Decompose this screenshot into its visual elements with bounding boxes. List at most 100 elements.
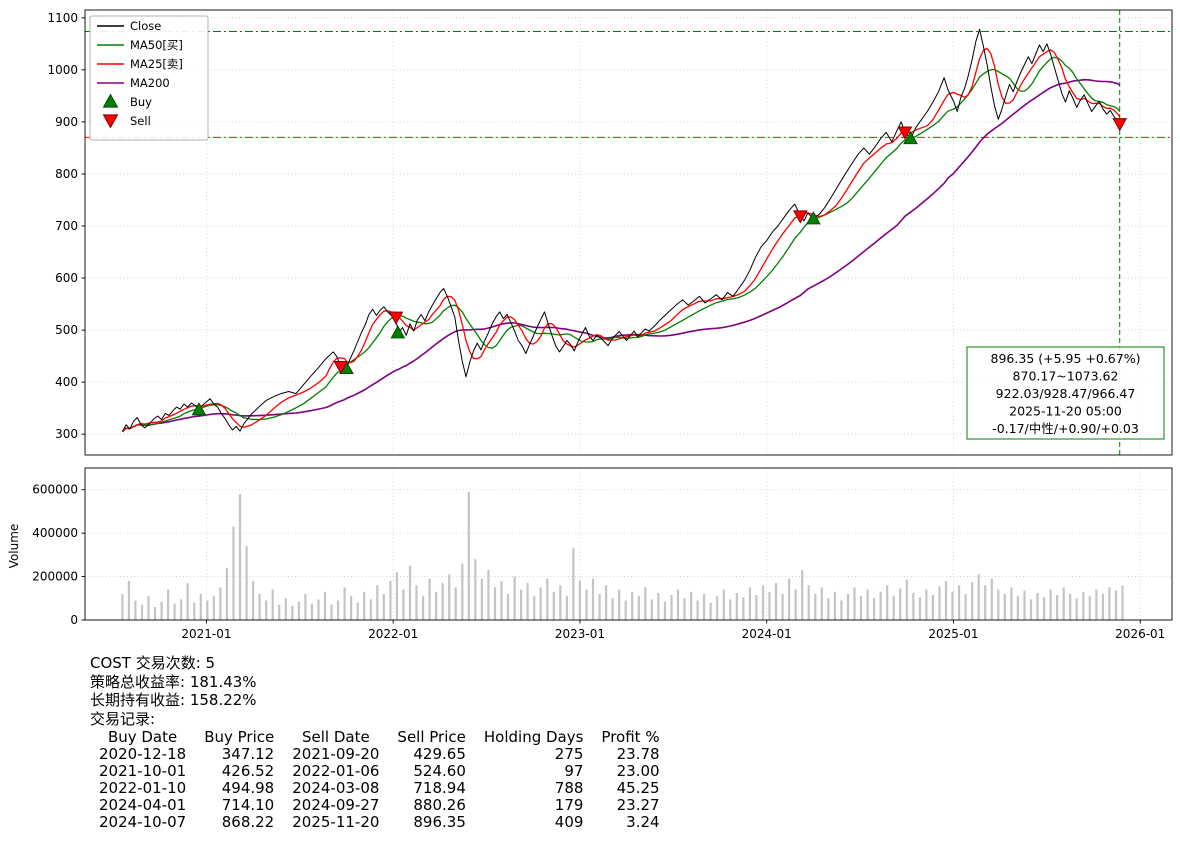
trade-cell: 2021-10-01 bbox=[99, 762, 187, 780]
price-ytick-label: 700 bbox=[55, 219, 78, 233]
trade-cell: 2024-04-01 bbox=[99, 796, 187, 814]
sell-marker bbox=[897, 126, 913, 140]
legend-marker-sample bbox=[102, 93, 119, 108]
trade-cell: 409 bbox=[554, 813, 584, 831]
trade-cell: 896.35 bbox=[413, 813, 466, 831]
ma50-line bbox=[121, 56, 1121, 433]
hold-return-line: 长期持有收益: 158.22% bbox=[90, 691, 257, 709]
sell-marker bbox=[333, 361, 349, 375]
trade-cell: 788 bbox=[554, 779, 584, 797]
legend-label: Buy bbox=[130, 95, 152, 109]
trade-cell: 426.52 bbox=[221, 762, 275, 780]
trade-cell: 2022-01-06 bbox=[292, 762, 380, 780]
trade-cell: 2020-12-18 bbox=[99, 745, 187, 763]
trade-cell: 2024-10-07 bbox=[99, 813, 187, 831]
trade-cell: 868.22 bbox=[221, 813, 275, 831]
trade-cell: 524.60 bbox=[413, 762, 466, 780]
trade-cell: 2022-01-10 bbox=[99, 779, 187, 797]
trade-col-header: Holding Days bbox=[483, 728, 584, 746]
xtick-label: 2022-01 bbox=[368, 627, 418, 641]
trade-records-label: 交易记录: bbox=[90, 709, 156, 728]
trade-cell: 23.78 bbox=[616, 745, 660, 763]
price-ytick-label: 1000 bbox=[47, 63, 78, 77]
legend-label: Sell bbox=[130, 114, 151, 128]
annotation-line-1: 870.17~1073.62 bbox=[1013, 369, 1119, 384]
price-ytick-label: 1100 bbox=[47, 11, 78, 25]
trade-records-table: Buy Date Buy Price Sell Date Sell Price Hold… bbox=[90, 729, 669, 831]
annotation-box bbox=[966, 346, 1165, 440]
trade-cell: 714.10 bbox=[221, 796, 275, 814]
buy-markers bbox=[191, 130, 918, 416]
trade-cell: 347.12 bbox=[221, 745, 275, 763]
trade-cell: 2025-11-20 bbox=[292, 813, 380, 831]
price-ytick-label: 300 bbox=[55, 427, 78, 441]
legend-marker-sample bbox=[102, 114, 119, 129]
buy-marker bbox=[390, 325, 406, 339]
volume-plot-frame bbox=[84, 467, 1173, 621]
legend-label: MA25[卖] bbox=[130, 57, 183, 71]
volume-ytick-label: 0 bbox=[70, 613, 78, 627]
price-ytick-label: 400 bbox=[55, 375, 78, 389]
volume-ytick-label: 200000 bbox=[32, 570, 78, 584]
trade-row: 2024-10-07 868.22 2025-11-20 896.35 409 3.24 bbox=[90, 814, 669, 831]
trade-header-row: Buy Date Buy Price Sell Date Sell Price Hold… bbox=[90, 729, 669, 746]
legend-box bbox=[89, 15, 209, 141]
buy-marker bbox=[191, 402, 207, 416]
volume-ytick-label: 600000 bbox=[32, 483, 78, 497]
trade-cell: 45.25 bbox=[616, 779, 660, 797]
trade-cell: 880.26 bbox=[413, 796, 466, 814]
trade-cell: 3.24 bbox=[626, 813, 660, 831]
buy-marker bbox=[806, 211, 821, 225]
strategy-stats: COST 交易次数: 5 策略总收益率: 181.43% 长期持有收益: 158… bbox=[90, 654, 669, 831]
price-ytick-label: 500 bbox=[55, 323, 78, 337]
price-ytick-label: 900 bbox=[55, 115, 78, 129]
xtick-label: 2024-01 bbox=[742, 627, 792, 641]
trade-cell: 2024-09-27 bbox=[292, 796, 380, 814]
trade-col-header: Sell Date bbox=[301, 728, 370, 746]
annotation-line-0: 896.35 (+5.95 +0.67%) bbox=[991, 351, 1141, 366]
volume-ytick-label: 400000 bbox=[32, 526, 78, 540]
chart-canvas: 300 400 500 600 700 800 900 1000 1100 0 200000 4000… bbox=[7, 9, 1173, 641]
gridlines bbox=[85, 10, 1172, 621]
annotation-line-4: -0.17/中性/+0.90/+0.03 bbox=[992, 421, 1139, 436]
price-plot-frame bbox=[84, 9, 1173, 456]
trade-cell: 97 bbox=[564, 762, 584, 780]
trade-cell: 2021-09-20 bbox=[292, 745, 380, 763]
trade-col-header: Sell Price bbox=[397, 728, 466, 746]
trade-cell: 275 bbox=[554, 745, 584, 763]
trade-cell: 429.65 bbox=[413, 745, 466, 763]
ma25-line bbox=[121, 47, 1121, 433]
trade-cell: 2024-03-08 bbox=[292, 779, 380, 797]
legend-label: MA50[买] bbox=[130, 38, 183, 52]
trade-cell: 494.98 bbox=[221, 779, 275, 797]
xtick-label: 2021-01 bbox=[181, 627, 231, 641]
sell-marker bbox=[1112, 118, 1128, 132]
strategy-return-line: 策略总收益率: 181.43% bbox=[90, 672, 257, 691]
xtick-label: 2025-01 bbox=[928, 627, 978, 641]
buy-marker bbox=[903, 130, 918, 145]
volume-axis-label: Volume bbox=[7, 524, 21, 569]
trade-row: 2021-10-01 426.52 2022-01-06 524.60 97 23.00 bbox=[90, 763, 669, 780]
trade-row: 2024-04-01 714.10 2024-09-27 880.26 179 23.27 bbox=[90, 797, 669, 814]
price-ytick-label: 800 bbox=[55, 167, 78, 181]
sell-marker bbox=[388, 311, 404, 325]
close-line bbox=[121, 28, 1121, 432]
trade-row: 2022-01-10 494.98 2024-03-08 718.94 788 45.25 bbox=[90, 780, 669, 797]
annotation-line-2: 922.03/928.47/966.47 bbox=[996, 386, 1136, 401]
trade-row: 2020-12-18 347.12 2021-09-20 429.65 275 23.78 bbox=[90, 746, 669, 763]
trade-cell: 179 bbox=[554, 796, 584, 814]
price-ytick-label: 600 bbox=[55, 271, 78, 285]
axis-labels: 300 400 500 600 700 800 900 1000 1100 0 200000 4000… bbox=[7, 11, 1165, 641]
legend-label: MA200 bbox=[130, 76, 170, 90]
annotation-line-3: 2025-11-20 05:00 bbox=[1009, 404, 1122, 419]
trade-cell: 718.94 bbox=[413, 779, 466, 797]
xtick-label: 2023-01 bbox=[555, 627, 605, 641]
trade-col-header: Buy Date bbox=[107, 728, 178, 746]
trade-col-header: Buy Price bbox=[204, 728, 275, 746]
legend-label: Close bbox=[130, 19, 161, 33]
sell-marker bbox=[792, 210, 808, 224]
trade-col-header: Profit % bbox=[601, 728, 660, 746]
annotation: 896.35 (+5.95 +0.67%) 870.17~1073.62 922.0… bbox=[966, 346, 1165, 440]
trade-cell: 23.00 bbox=[616, 762, 660, 780]
xtick-label: 2026-01 bbox=[1115, 627, 1165, 641]
